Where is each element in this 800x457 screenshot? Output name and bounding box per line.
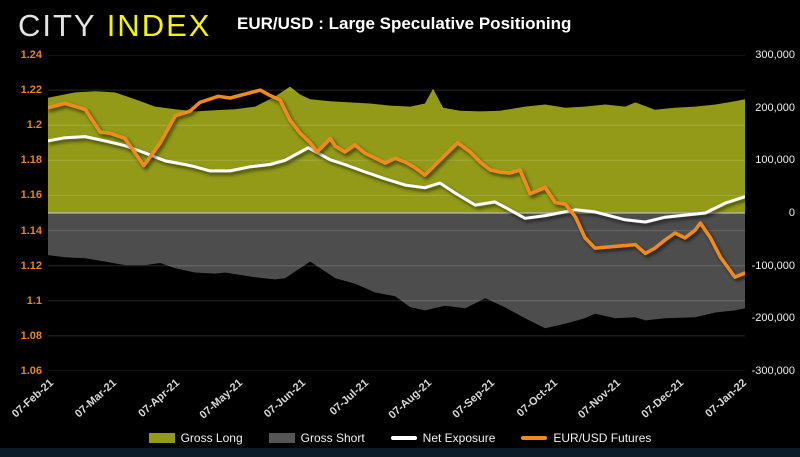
legend-item-gross-short: Gross Short bbox=[268, 431, 365, 445]
y-axis-left-label: 1.06 bbox=[20, 365, 42, 377]
y-axis-left-label: 1.08 bbox=[20, 329, 42, 342]
y-axis-left-label: 1.16 bbox=[20, 189, 42, 202]
x-axis-label: 07-Jun-21 bbox=[261, 377, 309, 421]
legend-label: Gross Short bbox=[300, 431, 365, 445]
y-axis-left-label: 1.22 bbox=[20, 84, 42, 97]
x-axis-label: 07-Dec-21 bbox=[639, 377, 687, 421]
y-axis-right-label: -300,000 bbox=[751, 365, 795, 377]
plot-area bbox=[48, 55, 745, 371]
y-axis-right-label: -100,000 bbox=[751, 259, 795, 272]
y-axis-right-label: 0 bbox=[788, 207, 795, 219]
city-index-logo: CITY INDEX bbox=[18, 8, 211, 44]
legend-item-gross-long: Gross Long bbox=[148, 431, 243, 445]
legend-item-net-exposure: Net Exposure bbox=[390, 431, 496, 445]
legend-label: EUR/USD Futures bbox=[553, 431, 652, 445]
legend-label: Net Exposure bbox=[422, 431, 496, 445]
x-axis-label: 07-Jan-22 bbox=[703, 377, 750, 420]
chart-title: EUR/USD : Large Speculative Positioning bbox=[237, 14, 572, 33]
y-axis-right-label: 100,000 bbox=[755, 154, 795, 167]
y-axis-left-label: 1.12 bbox=[20, 259, 42, 272]
x-axis-label: 07-Jul-21 bbox=[327, 377, 372, 418]
y-axis-right-label: 300,000 bbox=[755, 49, 795, 61]
chart-legend: Gross Long Gross Short Net Exposure EUR/… bbox=[0, 431, 800, 445]
y-axis-left-label: 1.14 bbox=[20, 224, 42, 237]
logo-city-text: CITY bbox=[18, 8, 97, 43]
x-axis-label: 07-Sep-21 bbox=[450, 377, 498, 421]
gross-long-swatch bbox=[148, 433, 175, 443]
x-axis-label: 07-Mar-21 bbox=[72, 377, 120, 421]
legend-item-futures: EUR/USD Futures bbox=[521, 431, 651, 445]
y-axis-left-label: 1.2 bbox=[26, 119, 42, 132]
eurusd-futures-swatch bbox=[521, 436, 548, 440]
x-axis-label: 07-Nov-21 bbox=[576, 377, 624, 422]
x-axis-label: 07-Aug-21 bbox=[386, 377, 435, 422]
x-axis-label: 07-Feb-21 bbox=[9, 377, 57, 421]
x-axis-label: 07-Oct-21 bbox=[514, 377, 561, 420]
y-axis-right-label: -200,000 bbox=[751, 312, 795, 325]
y-axis-right-label: 200,000 bbox=[755, 101, 795, 114]
x-axis-label: 07-May-21 bbox=[197, 377, 246, 422]
gross-short-swatch bbox=[268, 433, 295, 443]
y-axis-left-label: 1.1 bbox=[26, 294, 42, 307]
y-axis-left-label: 1.18 bbox=[20, 154, 42, 167]
legend-label: Gross Long bbox=[180, 431, 243, 445]
net-exposure-swatch bbox=[390, 436, 417, 440]
y-axis-left-label: 1.24 bbox=[20, 49, 42, 61]
bottom-bar bbox=[0, 448, 800, 457]
x-axis-label: 07-Apr-21 bbox=[136, 377, 183, 420]
logo-index-text: INDEX bbox=[106, 8, 212, 43]
